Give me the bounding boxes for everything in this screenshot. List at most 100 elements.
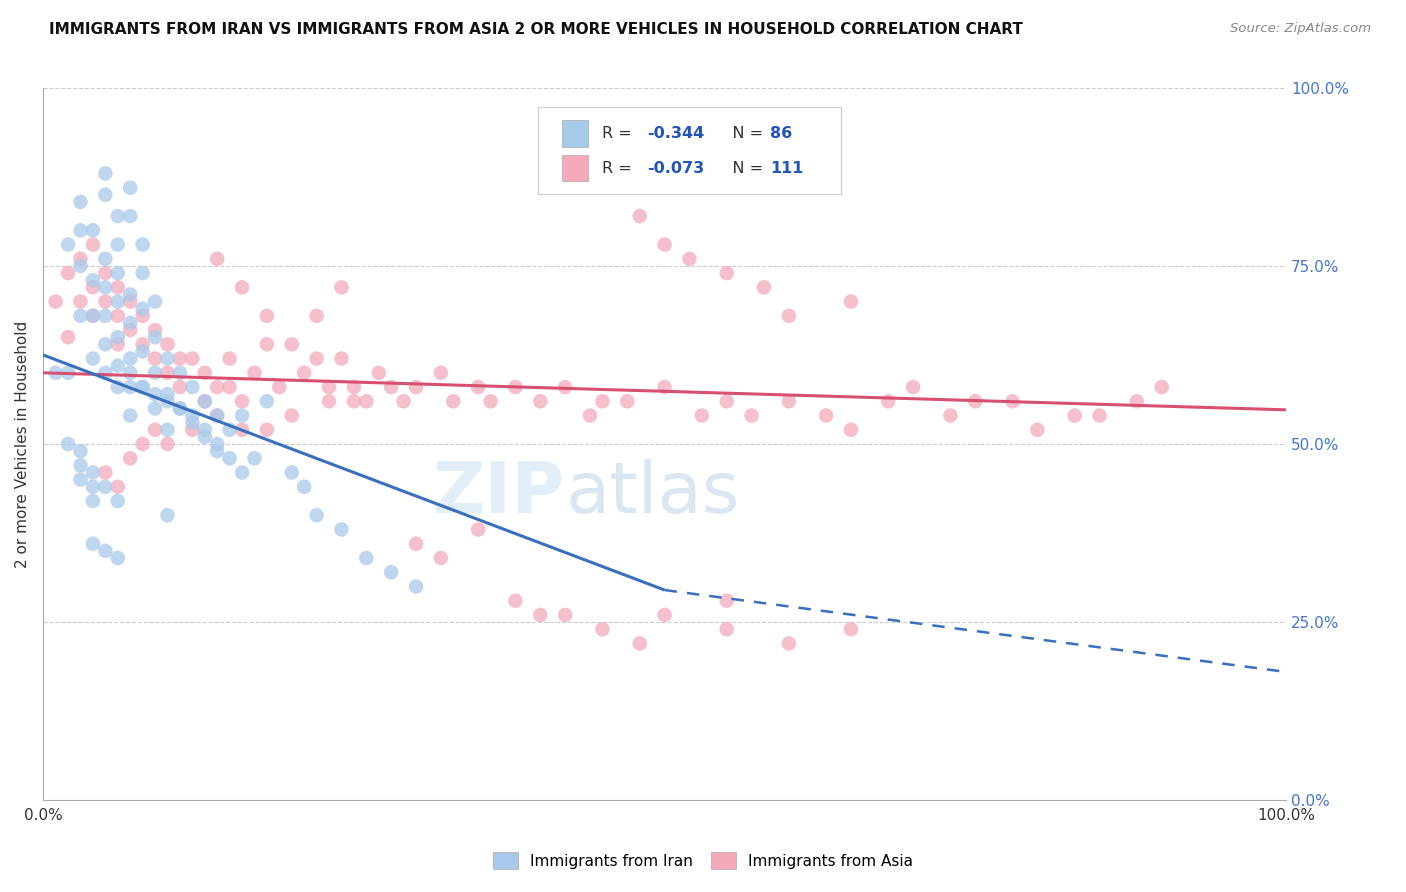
Point (256, 309, 278, 323)
Point (815, 409, 838, 423)
Point (218, 380, 240, 394)
Point (405, 380, 427, 394)
Point (107, 551, 129, 566)
Point (479, 394, 502, 409)
Point (94, 280, 117, 294)
Point (169, 351, 191, 366)
Point (752, 280, 775, 294)
Y-axis label: 2 or more Vehicles in Household: 2 or more Vehicles in Household (15, 320, 30, 567)
Point (281, 409, 304, 423)
Point (716, 593, 738, 607)
Point (467, 523, 489, 537)
Text: -0.073: -0.073 (647, 161, 704, 176)
Point (839, 423, 862, 437)
Point (380, 380, 402, 394)
Point (107, 359, 129, 373)
Point (107, 330, 129, 344)
Point (181, 416, 204, 430)
Point (131, 380, 153, 394)
Point (82, 309, 104, 323)
Point (156, 508, 179, 523)
Point (194, 366, 217, 380)
Point (965, 394, 987, 409)
Point (505, 380, 527, 394)
Point (305, 351, 328, 366)
Point (169, 366, 191, 380)
Point (69, 252, 91, 266)
Legend: Immigrants from Iran, Immigrants from Asia: Immigrants from Iran, Immigrants from As… (486, 846, 920, 875)
Point (678, 252, 700, 266)
Text: 111: 111 (770, 161, 804, 176)
Point (579, 180, 602, 194)
Point (281, 337, 304, 351)
Point (69, 309, 91, 323)
Point (205, 437, 228, 451)
Point (877, 394, 900, 409)
Point (169, 401, 191, 416)
Point (380, 566, 402, 580)
Point (156, 437, 179, 451)
Point (778, 636, 800, 650)
Point (156, 351, 179, 366)
Point (131, 437, 153, 451)
Point (143, 401, 166, 416)
Point (143, 423, 166, 437)
Point (94, 337, 117, 351)
Point (343, 394, 366, 409)
Point (107, 309, 129, 323)
Point (529, 607, 551, 622)
Text: N =: N = (717, 126, 768, 141)
Point (1026, 423, 1049, 437)
Point (356, 551, 378, 566)
Point (143, 366, 166, 380)
Point (94, 294, 117, 309)
Point (120, 316, 142, 330)
Text: ZIP: ZIP (433, 459, 565, 528)
Point (143, 387, 166, 401)
Point (69, 444, 91, 458)
Point (218, 351, 240, 366)
Point (654, 380, 676, 394)
Point (554, 380, 576, 394)
Point (194, 394, 217, 409)
Point (107, 280, 129, 294)
Point (120, 180, 142, 194)
Point (82, 280, 104, 294)
Point (356, 394, 378, 409)
Point (690, 409, 713, 423)
Point (901, 380, 924, 394)
Point (156, 337, 179, 351)
Point (330, 351, 353, 366)
Point (131, 344, 153, 359)
Point (69, 473, 91, 487)
Point (839, 622, 862, 636)
Point (169, 380, 191, 394)
Point (318, 380, 340, 394)
Point (94, 544, 117, 558)
Point (318, 394, 340, 409)
Point (131, 337, 153, 351)
Point (120, 323, 142, 337)
Point (82, 466, 104, 480)
Point (120, 209, 142, 223)
Point (405, 537, 427, 551)
Point (156, 423, 179, 437)
Point (1088, 409, 1111, 423)
Text: IMMIGRANTS FROM IRAN VS IMMIGRANTS FROM ASIA 2 OR MORE VEHICLES IN HOUSEHOLD COR: IMMIGRANTS FROM IRAN VS IMMIGRANTS FROM … (49, 22, 1024, 37)
Point (367, 366, 389, 380)
Point (591, 622, 613, 636)
Text: 86: 86 (770, 126, 793, 141)
Point (330, 280, 353, 294)
Point (45, 366, 67, 380)
Point (156, 394, 179, 409)
Point (131, 237, 153, 252)
Point (243, 366, 266, 380)
Text: N =: N = (717, 161, 768, 176)
Point (143, 323, 166, 337)
Point (120, 366, 142, 380)
Text: R =: R = (602, 126, 637, 141)
Point (69, 458, 91, 473)
Point (305, 508, 328, 523)
Point (143, 351, 166, 366)
Point (405, 579, 427, 593)
